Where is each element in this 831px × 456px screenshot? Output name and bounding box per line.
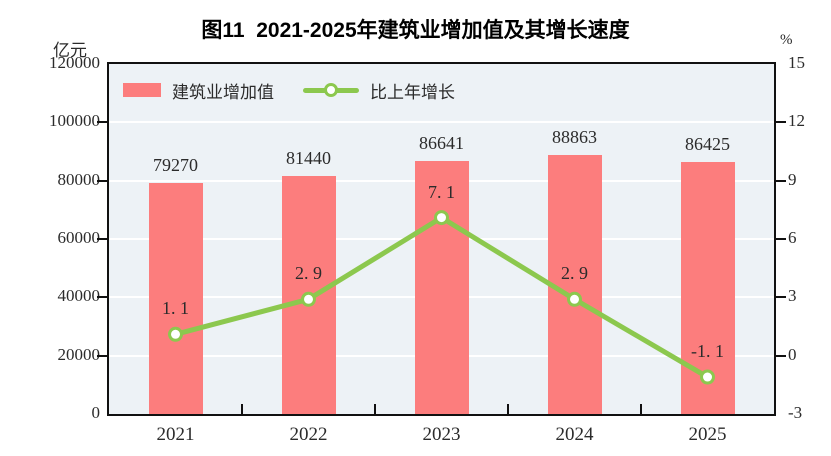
line-point-marker: [434, 210, 449, 226]
growth-value-label: 2. 9: [295, 263, 322, 284]
bar-2023: [414, 161, 469, 414]
y-axis-tick-label-left: 60000: [57, 228, 101, 247]
left-axis-tick-mark: [97, 121, 109, 124]
legend-label: 建筑业增加值: [172, 82, 274, 102]
chart-title: 图11 2021-2025年建筑业增加值及其增长速度: [201, 19, 630, 42]
y-axis-tick-label-left: 80000: [57, 169, 101, 189]
legend-item-line-series: 比上年增长: [303, 78, 455, 103]
gridline: [109, 121, 774, 124]
growth-line: [173, 215, 710, 380]
growth-value-label: 2. 9: [561, 263, 588, 284]
x-axis-tick-label: 2021: [156, 424, 195, 445]
plot-area: 建筑业增加值 比上年增长 79270 81440 86641 88863 86425 1. …: [109, 64, 774, 414]
y-axis-tick-label-right: 0: [788, 344, 797, 364]
y-axis-tick-label-left: 20000: [57, 344, 101, 364]
legend: 建筑业增加值 比上年增长: [123, 78, 455, 102]
y-axis-tick-label-right: -3: [788, 403, 803, 422]
y-axis-tick-label-right: 9: [788, 169, 797, 189]
y-axis-tick-label-left: 100000: [49, 111, 100, 131]
right-axis-tick-mark: [774, 238, 786, 240]
legend-line-swatch: [303, 83, 359, 97]
left-axis-tick-mark: [97, 179, 109, 182]
y-axis-tick-label-right: 15: [788, 53, 805, 72]
line-point-marker: [168, 326, 183, 342]
y-axis-tick-label-left: 0: [91, 403, 101, 422]
right-axis-unit-label: %: [780, 32, 793, 48]
line-point-marker: [700, 369, 715, 385]
bar-2021: [148, 182, 203, 414]
left-axis-tick-mark: [97, 354, 109, 357]
bar-value-label: 81440: [286, 148, 331, 169]
x-axis-tick-label: 2023: [422, 424, 461, 445]
growth-value-label: 1. 1: [162, 298, 189, 319]
legend-bar-swatch: [123, 83, 161, 97]
legend-line-marker-dot: [324, 83, 338, 97]
bar-value-label: 86425: [685, 133, 730, 154]
left-axis-tick-mark: [97, 238, 109, 240]
y-axis-tick-label-right: 3: [788, 286, 797, 306]
x-axis-tick-label: 2025: [688, 424, 727, 445]
growth-value-label: 7. 1: [428, 181, 455, 202]
x-axis-tick-label: 2022: [289, 424, 328, 445]
right-axis-tick-mark: [774, 121, 786, 124]
bar-value-label: 86641: [419, 133, 464, 154]
line-point-marker: [567, 291, 582, 307]
bar-2024: [547, 154, 602, 414]
right-axis-tick-mark: [774, 296, 786, 299]
growth-value-label: -1. 1: [691, 341, 724, 362]
line-point-marker: [301, 291, 316, 307]
left-axis-unit-label: 亿元: [53, 41, 87, 60]
x-axis-tick-label: 2024: [555, 424, 594, 445]
y-axis-tick-label-left: 40000: [57, 286, 101, 306]
growth-line-svg: [168, 210, 715, 385]
right-axis-tick-mark: [774, 179, 786, 182]
legend-label: 比上年增长: [370, 82, 455, 102]
legend-item-bar-series: 建筑业增加值: [123, 78, 274, 103]
left-axis-tick-mark: [97, 296, 109, 299]
right-axis-tick-mark: [774, 354, 786, 357]
bar-value-label: 88863: [552, 126, 597, 147]
y-axis-tick-label-right: 6: [788, 228, 797, 247]
bar-value-label: 79270: [153, 154, 198, 175]
y-axis-tick-label-right: 12: [788, 111, 805, 131]
